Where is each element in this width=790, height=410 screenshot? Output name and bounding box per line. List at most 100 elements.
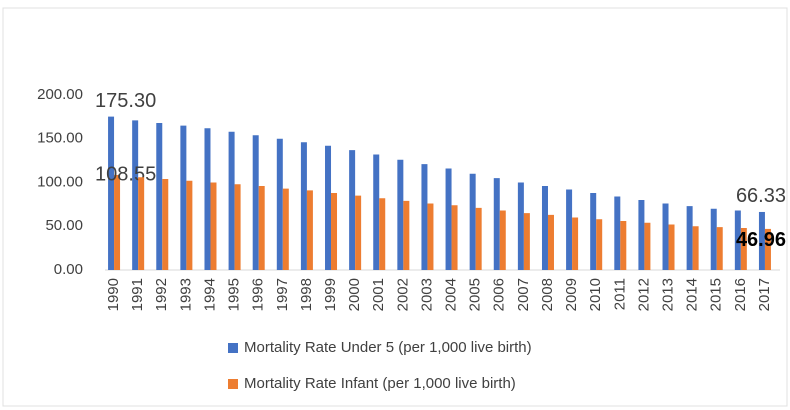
y-tick-label: 0.00 — [54, 261, 83, 278]
bar — [204, 128, 211, 270]
x-tick-label: 1992 — [153, 278, 170, 311]
x-tick-label: 2008 — [539, 278, 556, 311]
bar — [228, 131, 235, 270]
bar — [740, 228, 747, 270]
bar — [499, 210, 506, 270]
x-tick-label: 2012 — [635, 278, 652, 311]
x-tick-label: 2014 — [684, 278, 701, 311]
data-label: 66.33 — [736, 185, 786, 207]
bar — [668, 224, 675, 270]
x-tick-label: 2006 — [491, 278, 508, 311]
data-label: 108.55 — [95, 163, 156, 185]
x-tick-label: 2000 — [346, 278, 363, 311]
bar — [541, 186, 548, 270]
x-tick-label: 2011 — [611, 278, 628, 310]
x-tick-label: 2004 — [443, 278, 460, 311]
x-tick-label: 2003 — [418, 278, 435, 311]
x-tick-label: 1995 — [226, 278, 243, 311]
x-tick-label: 1991 — [129, 278, 146, 311]
legend-swatch — [228, 343, 238, 353]
bar — [186, 180, 193, 270]
bar — [210, 182, 217, 270]
bar — [300, 142, 307, 270]
bar — [493, 178, 500, 270]
bar — [156, 123, 163, 270]
x-tick-label: 2015 — [708, 278, 725, 311]
x-tick-label: 2009 — [563, 278, 580, 311]
bar — [162, 179, 169, 270]
legend-label: Mortality Rate Infant (per 1,000 live bi… — [244, 375, 516, 392]
bar — [451, 205, 458, 270]
bar — [662, 203, 669, 270]
bar — [258, 186, 265, 270]
bar — [379, 198, 386, 270]
x-tick-label: 1999 — [322, 278, 339, 311]
x-tick-label: 1997 — [274, 278, 291, 311]
x-tick-label: 2007 — [515, 278, 532, 311]
bar — [427, 203, 434, 270]
x-tick-label: 1994 — [201, 278, 218, 311]
legend-swatch — [228, 379, 238, 389]
bar — [325, 145, 332, 270]
bar — [758, 211, 765, 270]
bar — [523, 213, 530, 270]
bar — [349, 150, 356, 270]
chart-frame — [2, 7, 788, 407]
bar — [566, 189, 573, 270]
bar — [180, 125, 187, 270]
bar — [764, 228, 771, 270]
x-tick-label: 1993 — [177, 278, 194, 311]
bar — [734, 210, 741, 270]
legend-label: Mortality Rate Under 5 (per 1,000 live b… — [244, 339, 532, 356]
bar — [114, 175, 121, 270]
y-tick-label: 50.00 — [45, 217, 83, 234]
x-tick-label: 1990 — [105, 278, 122, 311]
bar — [282, 188, 289, 270]
bar — [252, 135, 259, 270]
x-tick-label: 2017 — [756, 278, 773, 311]
bar — [596, 219, 603, 270]
bar — [108, 116, 115, 270]
bar — [692, 226, 699, 270]
bar — [620, 221, 627, 270]
bar — [331, 193, 338, 270]
data-label: 46.96 — [736, 229, 786, 251]
bar — [132, 120, 139, 270]
x-tick-label: 2002 — [394, 278, 411, 311]
x-tick-label: 2005 — [467, 278, 484, 311]
bar — [638, 200, 645, 270]
x-tick-label: 2001 — [370, 278, 387, 311]
x-tick-label: 2016 — [732, 278, 749, 311]
bar — [590, 193, 597, 270]
bar — [686, 206, 693, 270]
bar — [644, 222, 651, 270]
bar — [475, 207, 482, 270]
bar — [306, 190, 313, 270]
bar — [716, 227, 723, 270]
bar — [547, 214, 554, 270]
bar — [373, 154, 380, 270]
bar — [445, 168, 452, 270]
bar — [469, 173, 476, 270]
data-label: 175.30 — [95, 90, 156, 112]
x-tick-label: 1998 — [298, 278, 315, 311]
x-tick-label: 2010 — [587, 278, 604, 311]
y-tick-label: 200.00 — [37, 86, 83, 103]
bar — [397, 159, 404, 270]
bar — [614, 196, 621, 270]
bar — [517, 182, 524, 270]
bar — [403, 200, 410, 270]
bar — [138, 177, 145, 270]
bar — [421, 164, 428, 270]
bar — [572, 217, 579, 270]
bar — [276, 138, 283, 270]
y-tick-label: 150.00 — [37, 130, 83, 147]
bar — [710, 208, 717, 270]
x-tick-label: 1996 — [250, 278, 267, 311]
bar — [234, 184, 241, 270]
x-tick-label: 2013 — [659, 278, 676, 311]
bar — [355, 195, 362, 270]
y-tick-label: 100.00 — [37, 173, 83, 190]
